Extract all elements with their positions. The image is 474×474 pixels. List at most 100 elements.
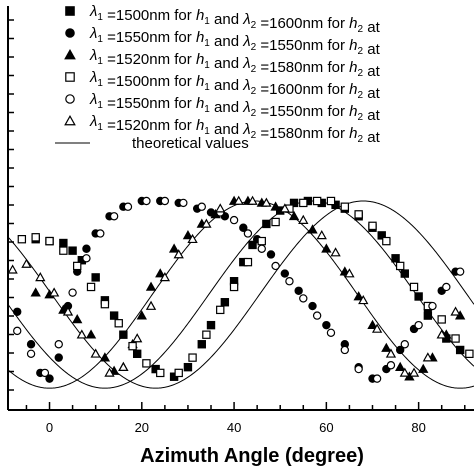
legend-marker: [64, 114, 76, 126]
data-point: [271, 261, 280, 271]
x-axis-label: Azimuth Angle (degree): [140, 445, 364, 467]
data-point: [399, 367, 410, 377]
legend-label: λ1 =1550nm for h1 and λ2 =1550nm for h2 …: [89, 91, 381, 124]
x-tick-label: 60: [319, 420, 333, 435]
data-point: [316, 230, 327, 240]
data-point: [68, 246, 77, 255]
data-point: [261, 197, 272, 207]
data-point: [451, 334, 460, 343]
data-point: [168, 243, 180, 253]
data-point: [307, 224, 318, 234]
data-point: [174, 368, 183, 378]
legend-entry: λ1 =1550nm for h1 and λ2 =1550nm for h2 …: [65, 91, 381, 124]
data-point: [7, 264, 18, 274]
data-point: [85, 329, 97, 339]
data-point: [414, 320, 423, 330]
data-point: [118, 361, 129, 372]
data-point: [271, 217, 280, 227]
data-point: [400, 269, 409, 278]
data-point: [368, 221, 377, 231]
data-point: [206, 320, 216, 330]
data-point: [289, 198, 299, 208]
data-point: [202, 330, 211, 339]
legend-entry: λ1 =1500nm for h1 and λ2 =1600nm for h2 …: [65, 3, 381, 36]
data-point: [73, 261, 82, 271]
data-point: [40, 368, 50, 378]
data-point: [354, 364, 363, 374]
data-point: [229, 215, 239, 225]
data-point: [382, 236, 391, 246]
data-point: [114, 319, 123, 328]
data-point: [54, 353, 63, 362]
data-point: [381, 342, 392, 352]
data-point: [455, 267, 465, 276]
data-point: [160, 196, 170, 206]
data-point: [299, 294, 308, 303]
data-point: [299, 198, 308, 208]
legend-label: λ1 =1500nm for h1 and λ2 =1600nm for h2 …: [89, 3, 381, 36]
legend-label: λ1 =1520nm for h1 and λ2 =1580nm for h2 …: [89, 47, 381, 80]
data-point: [257, 244, 266, 253]
data-point: [437, 315, 446, 324]
data-point: [308, 301, 317, 311]
data-point: [280, 269, 290, 278]
data-point: [156, 368, 165, 378]
data-point: [17, 235, 27, 244]
legend-entry: λ1 =1500nm for h1 and λ2 =1600nm for h2 …: [65, 69, 381, 102]
series-5: [13, 196, 465, 383]
data-point: [31, 233, 40, 242]
data-point: [76, 329, 87, 339]
data-point: [100, 299, 110, 309]
data-point: [142, 196, 151, 206]
data-point: [395, 261, 405, 271]
data-point: [99, 352, 111, 362]
data-point: [395, 361, 406, 372]
data-point: [321, 243, 332, 253]
legend-entry-theoretical: theoretical values: [55, 135, 249, 152]
data-point: [340, 345, 350, 355]
data-point: [59, 238, 68, 248]
legend-label: λ1 =1550nm for h1 and λ2 =1550nm for h2 …: [89, 25, 381, 58]
data-point: [142, 359, 151, 368]
data-point: [428, 301, 437, 311]
data-point: [330, 247, 341, 257]
data-point: [82, 254, 91, 263]
data-point: [182, 230, 194, 240]
data-point: [187, 233, 198, 244]
data-point: [367, 319, 378, 329]
data-point: [132, 349, 142, 359]
data-point: [104, 367, 115, 377]
legend-entry: λ1 =1520nm for h1 and λ2 =1580nm for h2 …: [64, 47, 381, 80]
data-point: [62, 306, 74, 316]
data-point: [35, 272, 46, 282]
axes: [7, 6, 474, 411]
data-point: [48, 287, 60, 297]
legend: λ1 =1500nm for h1 and λ2 =1600nm for h2 …: [55, 3, 381, 152]
series-6: [7, 195, 461, 377]
legend-marker: [65, 6, 75, 16]
data-point: [266, 250, 276, 259]
x-tick-labels: 0 20 40 60 80: [46, 420, 426, 435]
data-point: [91, 273, 100, 282]
data-point: [288, 210, 300, 221]
data-point: [372, 374, 382, 383]
data-point: [371, 323, 383, 333]
data-point: [270, 201, 281, 211]
data-point: [436, 329, 447, 339]
data-point: [442, 282, 451, 292]
legend-marker: [65, 72, 75, 82]
data-point: [128, 341, 137, 351]
data-point: [233, 195, 244, 205]
data-point: [30, 287, 41, 297]
data-point: [285, 277, 294, 286]
data-point: [294, 286, 303, 295]
data-point: [183, 362, 193, 372]
data-point: [86, 282, 96, 292]
data-point: [326, 328, 336, 337]
data-point: [201, 218, 212, 228]
data-point: [123, 202, 133, 211]
legend-entry: λ1 =1520nm for h1 and λ2 =1580nm for h2 …: [64, 113, 381, 146]
data-point: [418, 363, 429, 373]
x-tick-label: 20: [135, 420, 149, 435]
